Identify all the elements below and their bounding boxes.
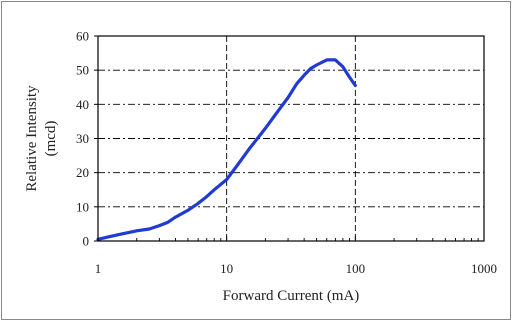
y-tick-label: 20	[76, 165, 89, 180]
y-tick-label: 10	[76, 199, 89, 214]
x-tick-layer: 1 10 100 1000	[95, 236, 497, 276]
x-tick-label: 100	[346, 261, 366, 276]
plot-area-border	[97, 35, 485, 242]
y-axis-title-group: Relative Intensity (mcd)	[24, 85, 59, 192]
y-axis-title-line1: Relative Intensity	[24, 85, 40, 192]
x-tick-label: 1000	[471, 261, 497, 276]
intensity-curve	[96, 58, 357, 241]
y-tick-layer: 0 10 20 30 40 50 60	[76, 29, 98, 249]
y-axis-title-line2: (mcd)	[43, 121, 59, 157]
x-axis-title: Forward Current (mA)	[223, 288, 360, 304]
y-tick-label: 40	[76, 97, 89, 112]
y-tick-label: 60	[76, 29, 89, 44]
series-layer	[96, 58, 357, 241]
x-tick-label: 1	[95, 261, 102, 276]
chart-frame	[1, 1, 511, 320]
x-tick-label: 10	[220, 261, 233, 276]
grid-layer	[98, 36, 484, 241]
y-tick-label: 0	[83, 234, 90, 249]
y-tick-label: 50	[76, 63, 89, 78]
y-tick-label: 30	[76, 131, 89, 146]
